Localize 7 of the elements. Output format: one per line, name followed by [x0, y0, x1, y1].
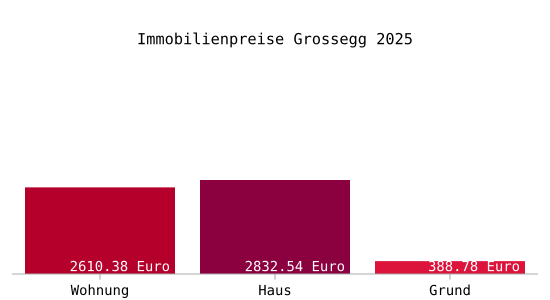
data-label: 2832.54 Euro: [246, 260, 344, 272]
data-label: 388.78 Euro: [428, 260, 520, 272]
data-label: 2610.38 Euro: [70, 260, 170, 272]
x-tick-label: Haus: [259, 284, 290, 296]
chart-title: Immobilienpreise Grossegg 2025: [138, 32, 412, 48]
x-tick-label: Wohnung: [70, 284, 128, 298]
x-tick-label: Grund: [430, 284, 470, 296]
